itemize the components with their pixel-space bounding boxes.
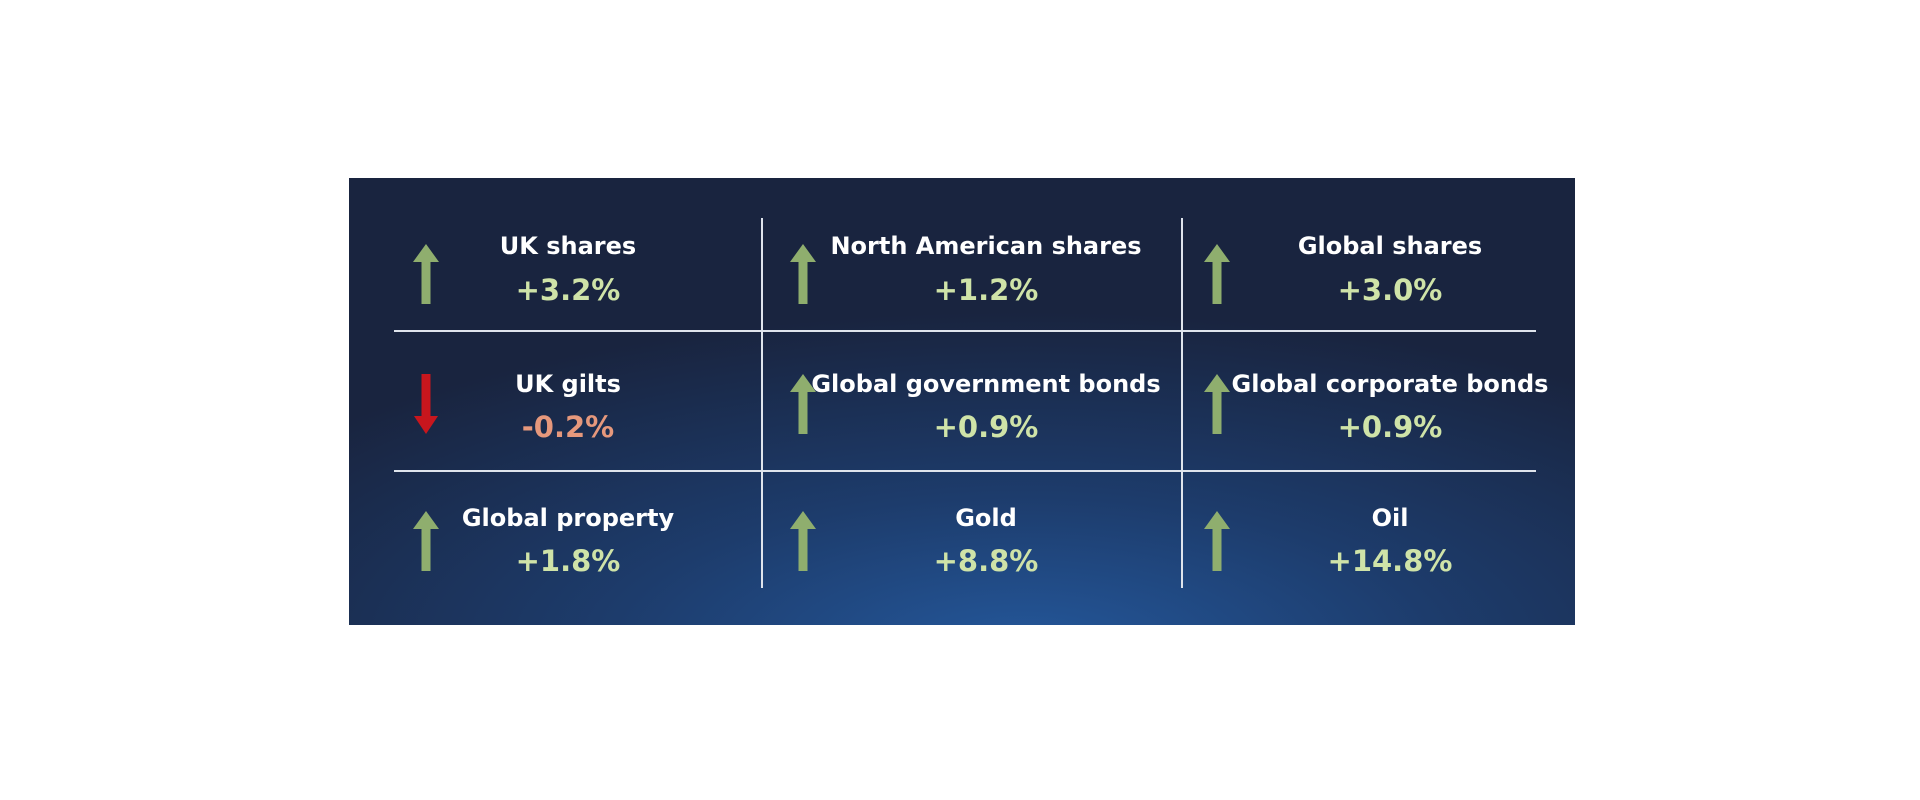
- up-arrow: [1204, 244, 1230, 304]
- cell-label: UK shares: [500, 232, 636, 260]
- cell-label: Global corporate bonds: [1232, 370, 1549, 398]
- cell-value: +0.9%: [1338, 410, 1443, 444]
- up-arrow: [1204, 511, 1230, 571]
- down-arrow: [414, 374, 438, 434]
- up-arrow: [1204, 374, 1230, 434]
- cell-label: UK gilts: [515, 370, 621, 398]
- panel-background: [349, 178, 1575, 625]
- cell-value: +3.2%: [516, 273, 621, 307]
- cell-label: Global shares: [1298, 232, 1482, 260]
- cell-value: +8.8%: [934, 544, 1039, 578]
- cell-value: +14.8%: [1328, 544, 1453, 578]
- cell-value: +0.9%: [934, 410, 1039, 444]
- up-arrow: [413, 244, 439, 304]
- cell-label: Global government bonds: [811, 370, 1160, 398]
- cell-value: +3.0%: [1338, 273, 1443, 307]
- cell-label: Oil: [1372, 504, 1409, 532]
- cell-value: +1.2%: [934, 273, 1039, 307]
- cell-label: Gold: [955, 504, 1017, 532]
- up-arrow: [790, 511, 816, 571]
- cell-label: North American shares: [830, 232, 1141, 260]
- up-arrow: [413, 511, 439, 571]
- up-arrow: [790, 374, 816, 434]
- cell-value: +1.8%: [516, 544, 621, 578]
- market-panel: UK shares +3.2% North American shares +1.2%…: [349, 178, 1575, 625]
- cell-label: Global property: [462, 504, 675, 532]
- up-arrow: [790, 244, 816, 304]
- cell-value: -0.2%: [522, 410, 614, 444]
